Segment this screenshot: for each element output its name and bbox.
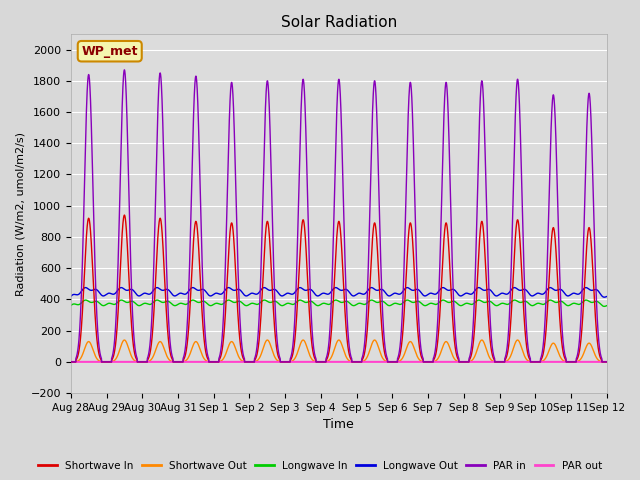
- Legend: Shortwave In, Shortwave Out, Longwave In, Longwave Out, PAR in, PAR out: Shortwave In, Shortwave Out, Longwave In…: [34, 456, 606, 475]
- Title: Solar Radiation: Solar Radiation: [281, 15, 397, 30]
- Y-axis label: Radiation (W/m2, umol/m2/s): Radiation (W/m2, umol/m2/s): [15, 132, 25, 296]
- X-axis label: Time: Time: [323, 419, 354, 432]
- Text: WP_met: WP_met: [81, 45, 138, 58]
